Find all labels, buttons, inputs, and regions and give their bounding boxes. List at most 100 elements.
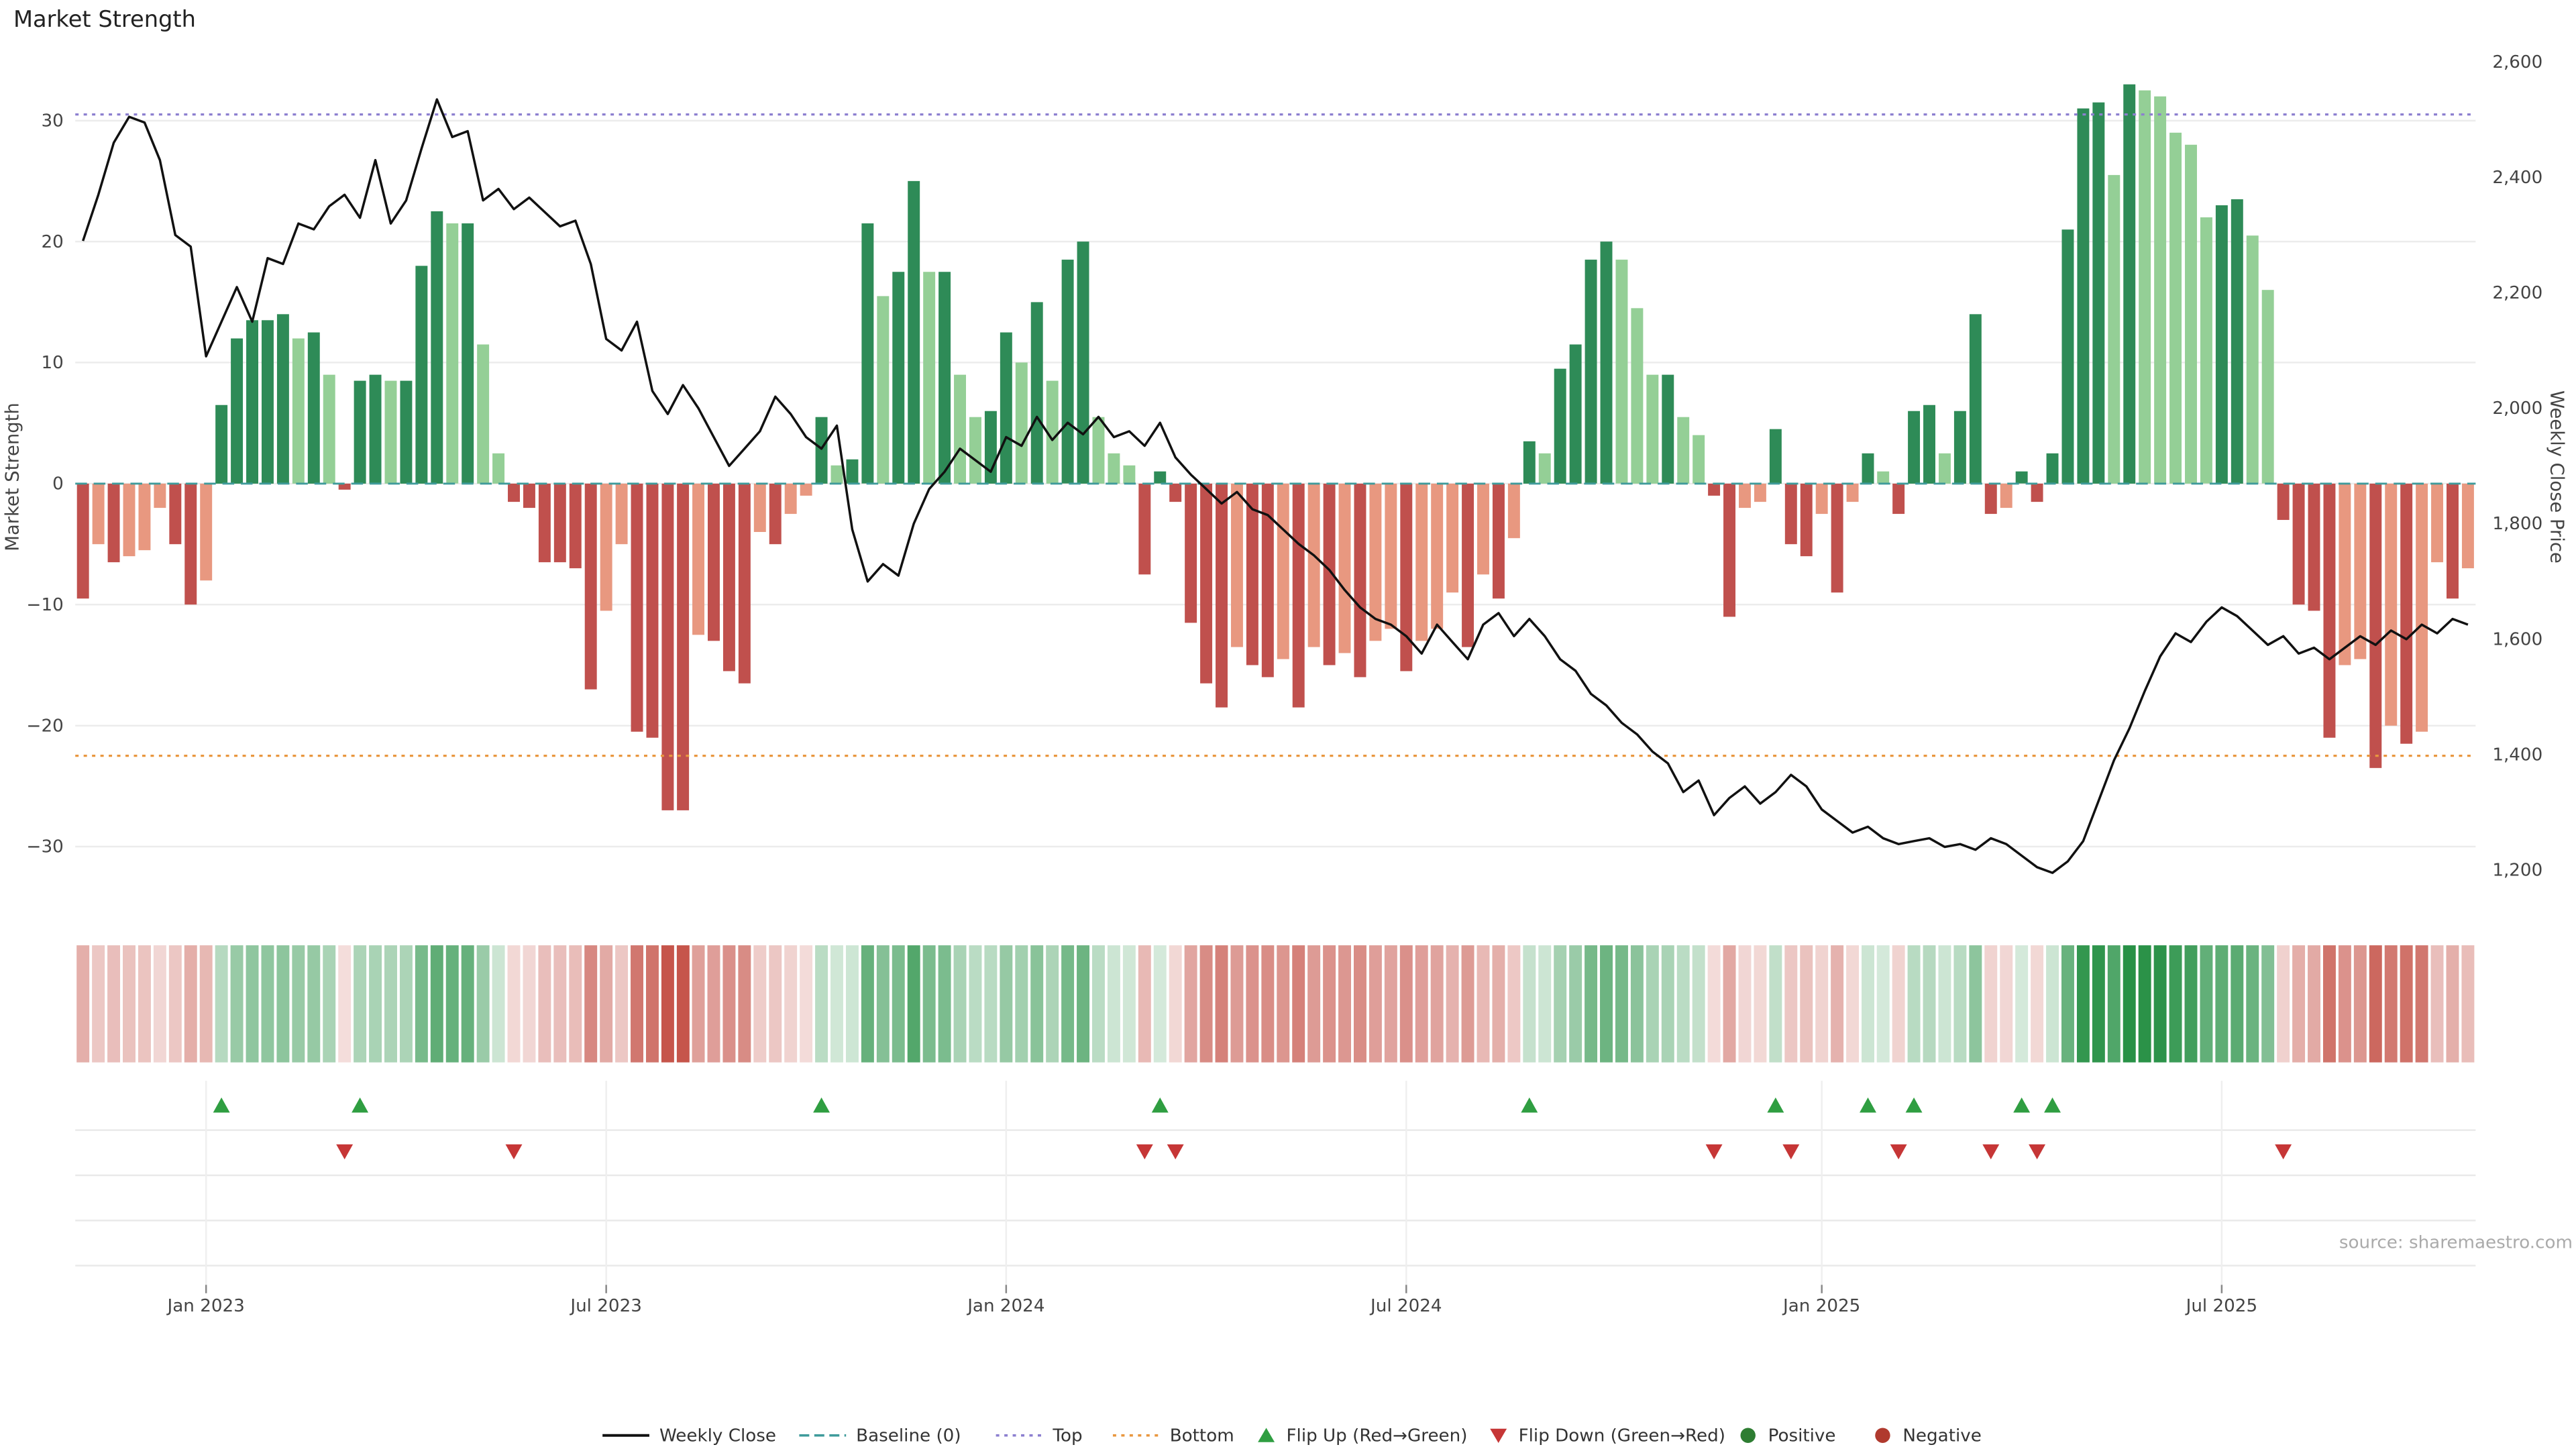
flip-down-marker: [1782, 1144, 1800, 1160]
x-tick-label: Jan 2023: [166, 1296, 245, 1316]
heatmap-cell: [1430, 945, 1444, 1063]
heatmap-cell: [1676, 945, 1690, 1063]
heatmap-cell: [2215, 945, 2229, 1063]
heatmap-cell: [2153, 945, 2167, 1063]
heatmap-cell: [1862, 945, 1874, 1063]
heatmap-cell: [2000, 945, 2013, 1063]
heatmap-cell: [800, 945, 813, 1063]
heatmap-cell: [645, 945, 659, 1063]
heatmap-cell: [1507, 945, 1521, 1063]
strength-bar: [1953, 411, 1966, 484]
heatmap-cell: [153, 945, 166, 1063]
strength-bar: [2339, 483, 2351, 665]
strength-bar: [446, 223, 459, 484]
heatmap-cell: [1092, 945, 1105, 1063]
heatmap-cell: [2061, 945, 2074, 1063]
heatmap-cell: [1353, 945, 1366, 1063]
legend-triangle-down-icon: [1490, 1428, 1507, 1443]
strength-bar: [1154, 471, 1167, 484]
heatmap-cell: [1646, 945, 1659, 1063]
strength-bar: [154, 483, 166, 508]
strength-bar: [2385, 483, 2398, 726]
strength-bar: [123, 483, 136, 557]
right-axis-tick-label: 1,800: [2492, 514, 2542, 534]
strength-bar: [2123, 84, 2136, 484]
strength-bar: [323, 374, 335, 484]
right-axis-title: Weekly Close Price: [2546, 390, 2567, 564]
heatmap-cell: [1077, 945, 1090, 1063]
heatmap-cell: [1907, 945, 1921, 1063]
heatmap-cell: [876, 945, 890, 1063]
legend-label: Flip Down (Green→Red): [1519, 1426, 1725, 1446]
strength-bar: [1938, 453, 1951, 484]
heatmap-cell: [1015, 945, 1028, 1063]
heatmap-cell: [661, 945, 674, 1063]
heatmap-cell: [1692, 945, 1705, 1063]
heatmap-cell: [1384, 945, 1397, 1063]
strength-bar: [307, 332, 320, 484]
source-credit: source: sharemaestro.com: [2339, 1232, 2573, 1252]
heatmap-cell: [2384, 945, 2398, 1063]
heatmap-cell: [922, 945, 936, 1063]
strength-bar: [2231, 199, 2243, 484]
heatmap-cell: [230, 945, 244, 1063]
strength-bar: [462, 223, 474, 484]
heatmap-cell: [1230, 945, 1244, 1063]
heatmap-cell: [2246, 945, 2259, 1063]
flip-down-marker: [1167, 1144, 1184, 1160]
heatmap-cell: [1523, 945, 1536, 1063]
heatmap-cell: [1846, 945, 1860, 1063]
strength-bar: [400, 380, 413, 484]
strength-bar: [1984, 483, 1997, 515]
strength-bar: [76, 483, 89, 599]
heatmap-cell: [753, 945, 767, 1063]
heatmap-cell: [492, 945, 505, 1063]
strength-bar: [1292, 483, 1305, 708]
heatmap-cell: [2369, 945, 2382, 1063]
flip-down-marker: [336, 1144, 354, 1160]
flip-down-marker: [1982, 1144, 2000, 1160]
strength-bar: [2369, 483, 2382, 768]
strength-bar: [2277, 483, 2290, 521]
heatmap-cell: [1538, 945, 1552, 1063]
heatmap-cell: [1815, 945, 1829, 1063]
heatmap-cell: [938, 945, 951, 1063]
heatmap-cell: [1184, 945, 1197, 1063]
heatmap-cell: [1707, 945, 1721, 1063]
strength-bar: [1969, 314, 1982, 484]
heatmap-cell: [1923, 945, 1936, 1063]
heatmap-cell: [1615, 945, 1628, 1063]
heatmap-cell: [2231, 945, 2244, 1063]
strength-bar: [2185, 144, 2197, 484]
strength-bar: [1185, 483, 1197, 623]
x-axis-ticks: Jan 2023 Jul 2023 Jan 2024 Jul 2024 Jan 2025…: [166, 1285, 2257, 1316]
flip-down-marker: [1890, 1144, 1907, 1160]
reference-lines: [75, 113, 2476, 757]
strength-bar: [1646, 374, 1659, 484]
strength-bar: [784, 483, 797, 515]
heatmap-cell: [907, 945, 920, 1063]
x-tick-label: Jan 2025: [1782, 1296, 1860, 1316]
heatmap-cell: [523, 945, 536, 1063]
flip-marker-panel: [75, 1081, 2476, 1285]
heatmap-cell: [2092, 945, 2105, 1063]
left-axis-ticks: 30 20 10 0 −10 −20 −30: [27, 111, 64, 857]
heatmap-cell: [553, 945, 567, 1063]
heatmap-cell: [1892, 945, 1905, 1063]
legend-label: Negative: [1902, 1426, 1981, 1446]
gridlines: [75, 119, 2476, 848]
right-axis-tick-label: 2,400: [2492, 168, 2542, 188]
heatmap-cell: [676, 945, 690, 1063]
heatmap-cell: [784, 945, 798, 1063]
strength-bar: [2261, 290, 2274, 484]
strength-bar: [2108, 174, 2121, 484]
strength-bar: [92, 483, 105, 545]
right-axis-tick-label: 1,400: [2492, 745, 2542, 765]
legend: Weekly Close Baseline (0) Top Bottom Flip Up…: [602, 1426, 1982, 1446]
heatmap-cell: [1953, 945, 1967, 1063]
legend-item: Top: [996, 1426, 1083, 1446]
heatmap-cell: [369, 945, 382, 1063]
strength-bar: [276, 314, 289, 484]
